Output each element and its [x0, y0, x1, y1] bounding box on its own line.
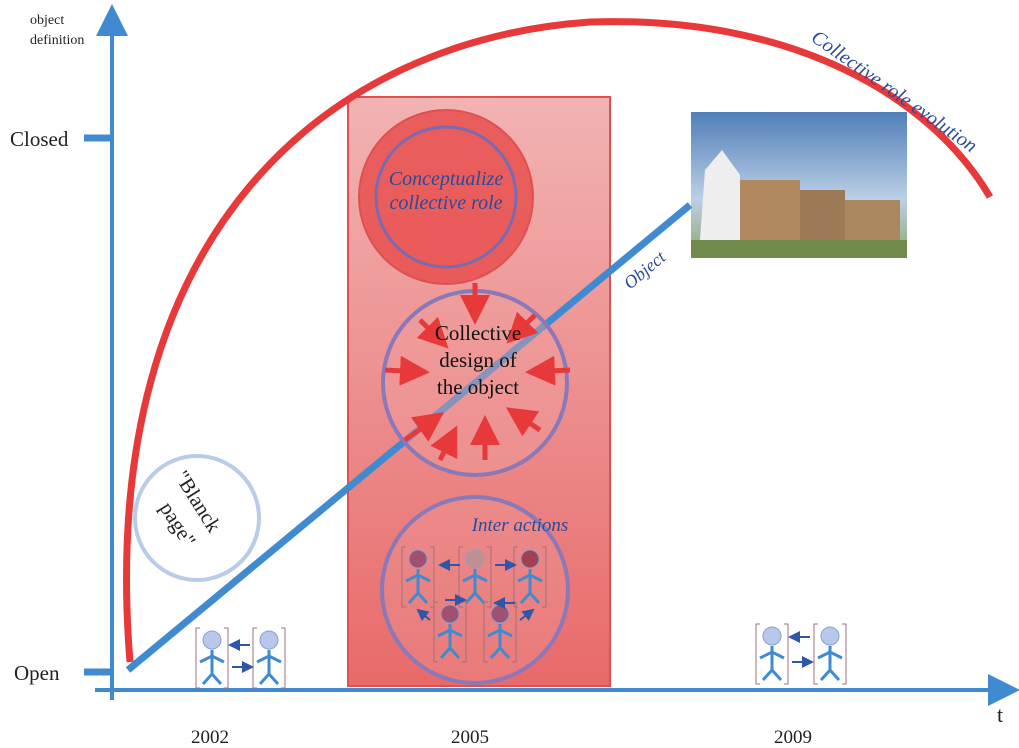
- person-body: [487, 624, 513, 660]
- bracket: [195, 627, 229, 689]
- person-body: [405, 569, 431, 605]
- y-label: object: [30, 13, 64, 28]
- person-body: [256, 650, 282, 686]
- inward-arrow: [525, 355, 571, 386]
- person-head: [465, 549, 485, 569]
- node-label: design of: [439, 348, 517, 372]
- node-circle: [358, 109, 534, 285]
- inward-arrow: [416, 316, 449, 349]
- person-head: [490, 604, 510, 624]
- node-circle: [133, 454, 261, 582]
- inward-arrow: [506, 311, 539, 344]
- building-photo: [691, 112, 907, 258]
- node-label: Conceptualize: [389, 168, 504, 190]
- node-label: the object: [437, 375, 519, 399]
- bracket: [458, 546, 492, 608]
- x-label: t: [997, 702, 1003, 727]
- bracket: [813, 623, 847, 685]
- inward-arrow: [505, 407, 542, 437]
- inward-arrow: [384, 355, 430, 386]
- level-label: Open: [14, 661, 60, 685]
- person-body: [759, 646, 785, 682]
- year: 2009: [774, 727, 812, 748]
- inward-arrow: [403, 412, 445, 443]
- person-body: [437, 624, 463, 660]
- bracket: [755, 623, 789, 685]
- role-curve: [123, 18, 994, 663]
- person-head: [820, 626, 840, 646]
- node-label: Inter actions: [471, 515, 569, 536]
- person-head: [408, 549, 428, 569]
- interaction-arrow: [519, 608, 535, 621]
- y-label: definition: [30, 33, 84, 48]
- person-head: [202, 630, 222, 650]
- person-head: [762, 626, 782, 646]
- person-head: [440, 604, 460, 624]
- interaction-arrow: [416, 608, 431, 622]
- inward-arrow: [430, 425, 458, 462]
- person-body: [462, 569, 488, 605]
- year: 2002: [191, 727, 229, 748]
- node-ring: [374, 125, 518, 269]
- node-label: collective role: [389, 192, 502, 214]
- person-body: [517, 569, 543, 605]
- person-head: [520, 549, 540, 569]
- person-body: [199, 650, 225, 686]
- person-head: [259, 630, 279, 650]
- person-body: [817, 646, 843, 682]
- bracket: [252, 627, 286, 689]
- level-label: Closed: [10, 127, 69, 151]
- bracket: [401, 546, 435, 608]
- node-label: Collective: [435, 321, 521, 345]
- year: 2005: [451, 727, 489, 748]
